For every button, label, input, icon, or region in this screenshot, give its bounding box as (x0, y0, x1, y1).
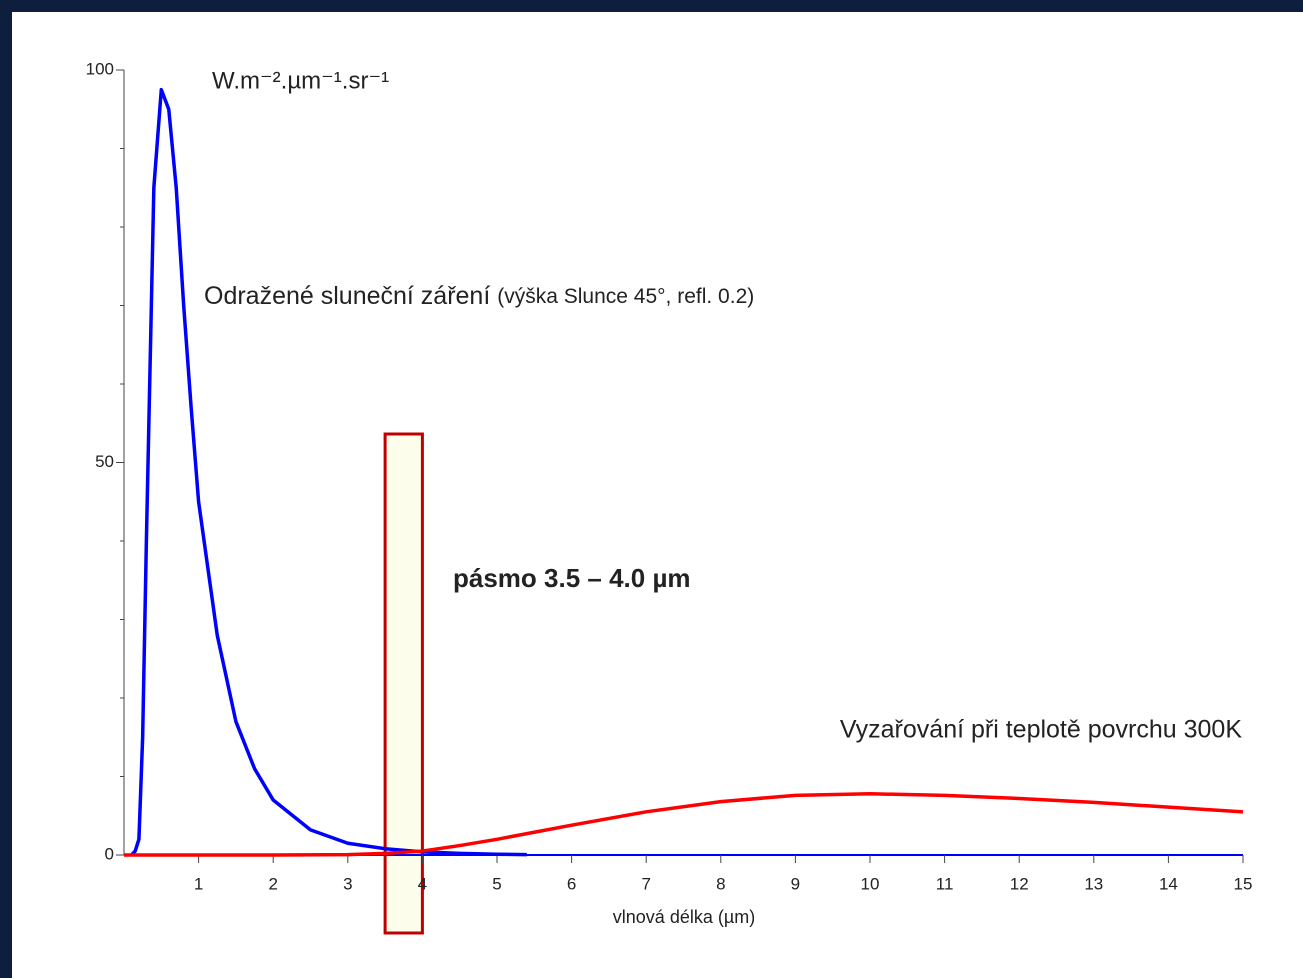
x-tick-label: 12 (1010, 874, 1029, 893)
y-axis-label: W.m⁻².µm⁻¹.sr⁻¹ (212, 67, 389, 94)
x-tick-label: 15 (1234, 874, 1253, 893)
series-line (124, 792, 1244, 857)
x-tick-label: 1 (194, 874, 203, 893)
annotation-text: Odražené sluneční záření (204, 282, 490, 310)
x-tick-label: 11 (936, 874, 954, 893)
band (383, 432, 424, 935)
y-tick-label: 0 (105, 844, 114, 863)
x-tick-label: 2 (268, 874, 277, 893)
panel (12, 12, 1303, 978)
x-tick-label: 10 (861, 874, 880, 893)
x-tick-label: 5 (492, 874, 501, 893)
annotation: pásmo 3.5 – 4.0 µm (453, 563, 691, 593)
x-tick-label: 8 (716, 874, 725, 893)
x-tick-label: 3 (343, 874, 352, 893)
annotation: Odražené sluneční záření (výška Slunce 4… (204, 282, 754, 310)
x-tick-label: 14 (1159, 874, 1178, 893)
x-tick-label: 9 (791, 874, 800, 893)
y-tick-label: 50 (95, 452, 114, 471)
x-tick-label: 6 (567, 874, 576, 893)
x-tick-label: 4 (418, 874, 427, 893)
series-line (130, 87, 527, 857)
annotation-detail: (výška Slunce 45°, refl. 0.2) (497, 285, 754, 308)
x-tick-label: 7 (641, 874, 650, 893)
annotation: Vyzařování při teplotě povrchu 300K (840, 716, 1242, 744)
y-tick-label: 100 (86, 59, 114, 78)
x-tick-label: 13 (1084, 874, 1103, 893)
x-axis-label: vlnová délka (µm) (613, 907, 755, 927)
